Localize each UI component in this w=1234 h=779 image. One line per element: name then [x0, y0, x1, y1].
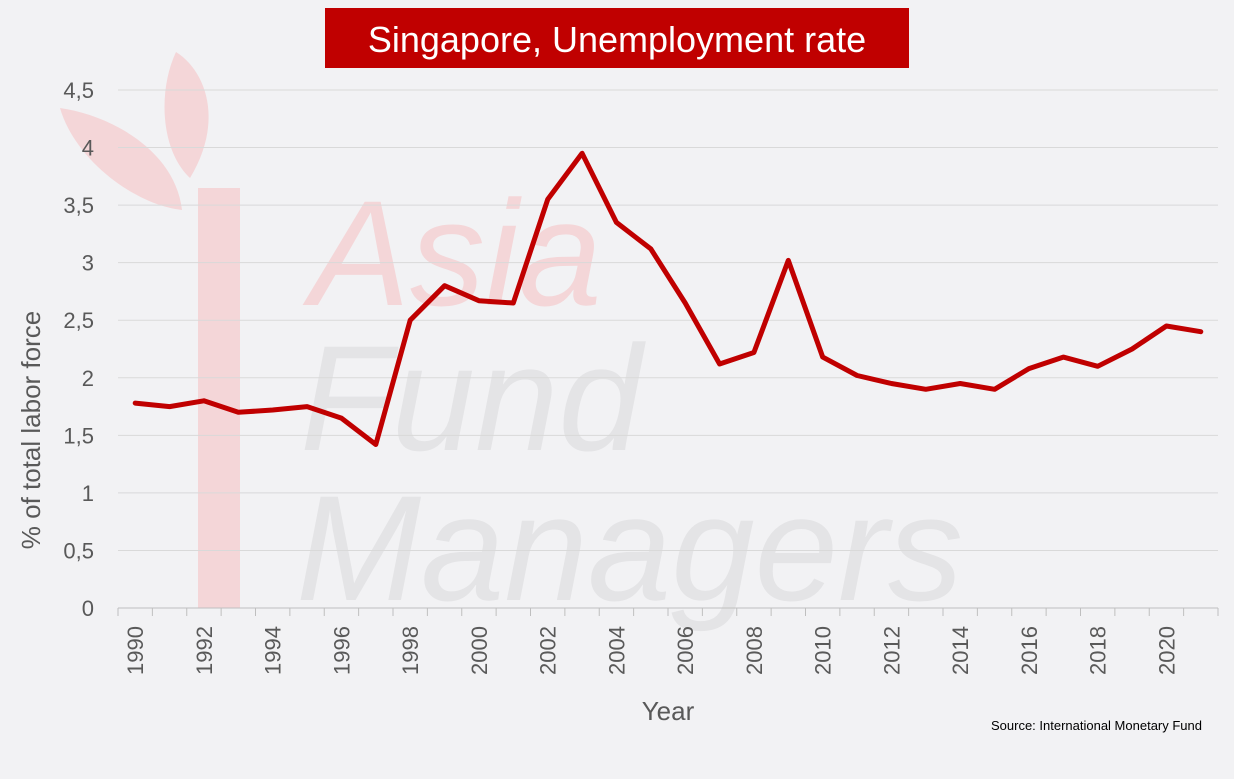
y-tick-label: 1,5 — [63, 423, 94, 448]
x-tick-label: 2002 — [536, 626, 561, 675]
watermark-stem — [198, 188, 240, 608]
y-axis: 0 0,5 1 1,5 2 2,5 3 3,5 4 4,5 — [63, 78, 94, 621]
y-tick-label: 4 — [82, 136, 94, 161]
x-tick-label: 2018 — [1086, 626, 1111, 675]
watermark-leaf-left — [60, 108, 182, 210]
y-tick-label: 0,5 — [63, 538, 94, 563]
watermark-logo: Asia Fund Managers — [60, 52, 963, 632]
y-tick-label: 2,5 — [63, 308, 94, 333]
series-line — [132, 150, 1204, 447]
watermark-word-3: Managers — [296, 464, 963, 632]
x-tick-label: 1992 — [192, 626, 217, 675]
x-axis-label: Year — [642, 696, 695, 726]
source-note: Source: International Monetary Fund — [991, 718, 1202, 733]
y-tick-label: 2 — [82, 366, 94, 391]
x-tick-label: 2008 — [742, 626, 767, 675]
chart-title: Singapore, Unemployment rate — [368, 19, 866, 60]
x-tick-label: 2000 — [467, 626, 492, 675]
x-tick-label: 2012 — [879, 626, 904, 675]
x-tick-label: 1994 — [261, 626, 286, 675]
x-tick-label: 2004 — [604, 626, 629, 675]
y-axis-label: % of total labor force — [16, 311, 46, 549]
x-tick-label: 2016 — [1017, 626, 1042, 675]
x-tick-label: 2014 — [948, 626, 973, 675]
x-tick-label: 2020 — [1154, 626, 1179, 675]
x-tick-label: 1998 — [398, 626, 423, 675]
y-tick-label: 0 — [82, 596, 94, 621]
grid-lines — [118, 89, 1218, 609]
x-tick-label: 1996 — [329, 626, 354, 675]
watermark-word-1: Asia — [302, 169, 602, 337]
x-tick-label: 2006 — [673, 626, 698, 675]
y-tick-label: 4,5 — [63, 78, 94, 103]
x-tick-label: 2010 — [811, 626, 836, 675]
title-background — [325, 8, 909, 68]
x-axis: 1990 1992 1994 1996 1998 2000 2002 2004 2006 2008… — [117, 608, 1219, 675]
y-tick-label: 3,5 — [63, 193, 94, 218]
watermark-word-2: Fund — [300, 314, 646, 482]
y-tick-label: 3 — [82, 251, 94, 276]
x-tick-label: 1990 — [123, 626, 148, 675]
y-tick-label: 1 — [82, 481, 94, 506]
watermark-leaf-right — [164, 52, 209, 178]
